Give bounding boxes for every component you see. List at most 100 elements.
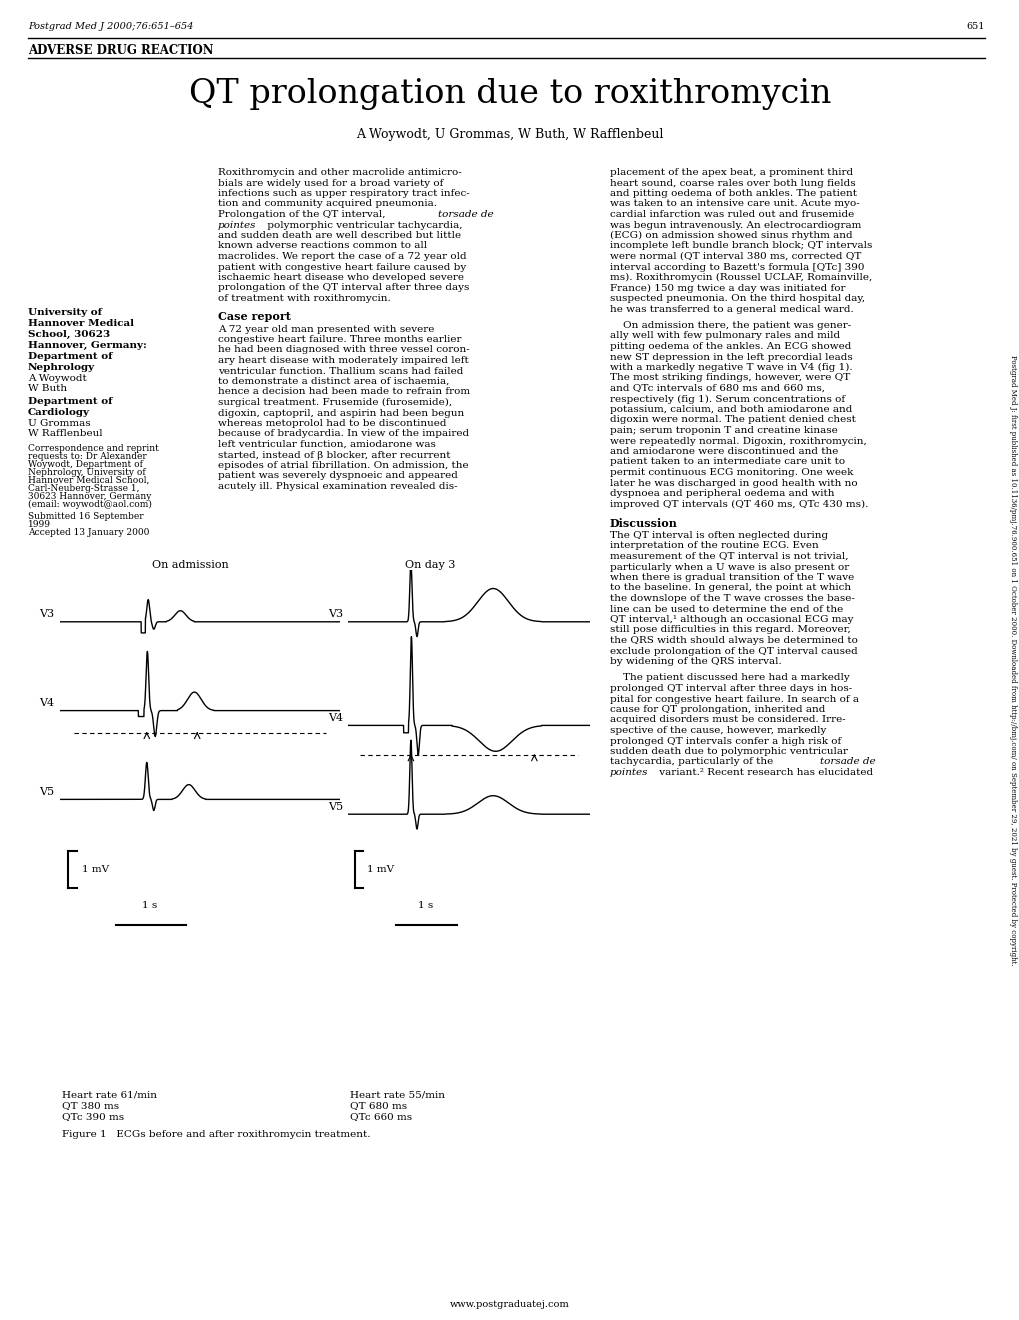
Text: bials are widely used for a broad variety of: bials are widely used for a broad variet… xyxy=(218,178,443,187)
Text: Hannover, Germany:: Hannover, Germany: xyxy=(28,341,147,350)
Text: sudden death due to polymorphic ventricular: sudden death due to polymorphic ventricu… xyxy=(609,747,847,756)
Text: surgical treatment. Frusemide (furosemide),: surgical treatment. Frusemide (furosemid… xyxy=(218,399,451,407)
Text: QT 680 ms: QT 680 ms xyxy=(350,1101,407,1110)
Text: University of: University of xyxy=(28,308,102,317)
Text: A Woywodt, U Grommas, W Buth, W Rafflenbeul: A Woywodt, U Grommas, W Buth, W Rafflenb… xyxy=(356,128,663,141)
Text: digoxin were normal. The patient denied chest: digoxin were normal. The patient denied … xyxy=(609,416,855,425)
Text: were normal (QT interval 380 ms, corrected QT: were normal (QT interval 380 ms, correct… xyxy=(609,252,860,261)
Text: heart sound, coarse rales over both lung fields: heart sound, coarse rales over both lung… xyxy=(609,178,855,187)
Text: the QRS width should always be determined to: the QRS width should always be determine… xyxy=(609,636,857,645)
Text: tion and community acquired pneumonia.: tion and community acquired pneumonia. xyxy=(218,199,436,209)
Text: line can be used to determine the end of the: line can be used to determine the end of… xyxy=(609,605,843,614)
Text: The QT interval is often neglected during: The QT interval is often neglected durin… xyxy=(609,531,827,540)
Text: On admission there, the patient was gener-: On admission there, the patient was gene… xyxy=(609,321,851,330)
Text: ADVERSE DRUG REACTION: ADVERSE DRUG REACTION xyxy=(28,44,213,57)
Text: Nephrology: Nephrology xyxy=(28,363,95,372)
Text: V3: V3 xyxy=(40,610,54,619)
Text: www.postgraduatej.com: www.postgraduatej.com xyxy=(449,1300,570,1309)
Text: V3: V3 xyxy=(328,610,342,619)
Text: interval according to Bazett's formula [QTc] 390: interval according to Bazett's formula [… xyxy=(609,263,864,272)
Text: Department of: Department of xyxy=(28,352,112,360)
Text: (email: woywodt@aol.com): (email: woywodt@aol.com) xyxy=(28,500,152,510)
Text: U Grommas: U Grommas xyxy=(28,418,91,428)
Text: W Rafflenbeul: W Rafflenbeul xyxy=(28,429,103,438)
Text: Woywodt, Department of: Woywodt, Department of xyxy=(28,459,143,469)
Text: episodes of atrial fibrillation. On admission, the: episodes of atrial fibrillation. On admi… xyxy=(218,461,468,470)
Text: QTc 660 ms: QTc 660 ms xyxy=(350,1111,412,1121)
Text: QT prolongation due to roxithromycin: QT prolongation due to roxithromycin xyxy=(189,78,830,110)
Text: V4: V4 xyxy=(40,698,54,709)
Text: he was transferred to a general medical ward.: he was transferred to a general medical … xyxy=(609,305,853,314)
Text: Postgrad Med J: first published as 10.1136/pmj.76.900.651 on 1 October 2000. Dow: Postgrad Med J: first published as 10.11… xyxy=(1008,355,1016,965)
Text: later he was discharged in good health with no: later he was discharged in good health w… xyxy=(609,479,857,487)
Text: On admission: On admission xyxy=(152,560,228,570)
Text: Heart rate 61/min: Heart rate 61/min xyxy=(62,1090,157,1100)
Text: congestive heart failure. Three months earlier: congestive heart failure. Three months e… xyxy=(218,335,461,345)
Text: 1 s: 1 s xyxy=(418,902,433,911)
Text: started, instead of β blocker, after recurrent: started, instead of β blocker, after rec… xyxy=(218,450,450,459)
Text: The patient discussed here had a markedly: The patient discussed here had a markedl… xyxy=(609,673,849,682)
Text: 1999: 1999 xyxy=(28,520,51,529)
Text: infections such as upper respiratory tract infec-: infections such as upper respiratory tra… xyxy=(218,189,470,198)
Text: digoxin, captopril, and aspirin had been begun: digoxin, captopril, and aspirin had been… xyxy=(218,408,464,417)
Text: by widening of the QRS interval.: by widening of the QRS interval. xyxy=(609,657,781,667)
Text: prolonged QT intervals confer a high risk of: prolonged QT intervals confer a high ris… xyxy=(609,737,841,746)
Text: patient taken to an intermediate care unit to: patient taken to an intermediate care un… xyxy=(609,458,845,466)
Text: QTc 390 ms: QTc 390 ms xyxy=(62,1111,124,1121)
Text: ary heart disease with moderately impaired left: ary heart disease with moderately impair… xyxy=(218,356,469,366)
Text: Roxithromycin and other macrolide antimicro-: Roxithromycin and other macrolide antimi… xyxy=(218,168,462,177)
Text: polymorphic ventricular tachycardia,: polymorphic ventricular tachycardia, xyxy=(264,220,462,230)
Text: with a markedly negative T wave in V4 (fig 1).: with a markedly negative T wave in V4 (f… xyxy=(609,363,852,372)
Text: spective of the cause, however, markedly: spective of the cause, however, markedly xyxy=(609,726,825,735)
Text: because of bradycardia. In view of the impaired: because of bradycardia. In view of the i… xyxy=(218,429,469,438)
Text: W Buth: W Buth xyxy=(28,384,67,393)
Text: Postgrad Med J 2000;76:651–654: Postgrad Med J 2000;76:651–654 xyxy=(28,22,194,30)
Text: was begun intravenously. An electrocardiogram: was begun intravenously. An electrocardi… xyxy=(609,220,860,230)
Text: cause for QT prolongation, inherited and: cause for QT prolongation, inherited and xyxy=(609,705,824,714)
Text: A Woywodt: A Woywodt xyxy=(28,374,87,383)
Text: and amiodarone were discontinued and the: and amiodarone were discontinued and the xyxy=(609,447,838,455)
Text: measurement of the QT interval is not trivial,: measurement of the QT interval is not tr… xyxy=(609,552,848,561)
Text: School, 30623: School, 30623 xyxy=(28,330,110,339)
Text: acutely ill. Physical examination revealed dis-: acutely ill. Physical examination reveal… xyxy=(218,482,458,491)
Text: acquired disorders must be considered. Irre-: acquired disorders must be considered. I… xyxy=(609,715,845,725)
Text: whereas metoprolol had to be discontinued: whereas metoprolol had to be discontinue… xyxy=(218,418,446,428)
Text: potassium, calcium, and both amiodarone and: potassium, calcium, and both amiodarone … xyxy=(609,405,852,414)
Text: known adverse reactions common to all: known adverse reactions common to all xyxy=(218,242,427,251)
Text: improved QT intervals (QT 460 ms, QTc 430 ms).: improved QT intervals (QT 460 ms, QTc 43… xyxy=(609,499,867,508)
Text: macrolides. We report the case of a 72 year old: macrolides. We report the case of a 72 y… xyxy=(218,252,466,261)
Text: torsade de: torsade de xyxy=(819,758,874,767)
Text: Prolongation of the QT interval,: Prolongation of the QT interval, xyxy=(218,210,388,219)
Text: to the baseline. In general, the point at which: to the baseline. In general, the point a… xyxy=(609,583,850,593)
Text: cardial infarction was ruled out and frusemide: cardial infarction was ruled out and fru… xyxy=(609,210,854,219)
Text: Nephrology, University of: Nephrology, University of xyxy=(28,469,146,477)
Text: to demonstrate a distinct area of ischaemia,: to demonstrate a distinct area of ischae… xyxy=(218,378,449,385)
Text: pitting oedema of the ankles. An ECG showed: pitting oedema of the ankles. An ECG sho… xyxy=(609,342,851,351)
Text: was taken to an intensive care unit. Acute myo-: was taken to an intensive care unit. Acu… xyxy=(609,199,859,209)
Text: V5: V5 xyxy=(40,787,54,797)
Text: Department of: Department of xyxy=(28,397,112,407)
Text: patient was severely dyspnoeic and appeared: patient was severely dyspnoeic and appea… xyxy=(218,471,458,480)
Text: exclude prolongation of the QT interval caused: exclude prolongation of the QT interval … xyxy=(609,647,857,656)
Text: tachycardia, particularly of the: tachycardia, particularly of the xyxy=(609,758,775,767)
Text: 651: 651 xyxy=(966,22,984,30)
Text: 1 s: 1 s xyxy=(142,902,157,911)
Text: Carl-Neuberg-Strasse 1,: Carl-Neuberg-Strasse 1, xyxy=(28,484,140,492)
Text: incomplete left bundle branch block; QT intervals: incomplete left bundle branch block; QT … xyxy=(609,242,871,251)
Text: permit continuous ECG monitoring. One week: permit continuous ECG monitoring. One we… xyxy=(609,469,853,477)
Text: hence a decision had been made to refrain from: hence a decision had been made to refrai… xyxy=(218,388,470,396)
Text: Figure 1   ECGs before and after roxithromycin treatment.: Figure 1 ECGs before and after roxithrom… xyxy=(62,1130,370,1139)
Text: Correspondence and reprint: Correspondence and reprint xyxy=(28,444,159,453)
Text: France) 150 mg twice a day was initiated for: France) 150 mg twice a day was initiated… xyxy=(609,284,845,293)
Text: still pose difficulties in this regard. Moreover,: still pose difficulties in this regard. … xyxy=(609,626,850,635)
Text: Hannover Medical School,: Hannover Medical School, xyxy=(28,477,149,484)
Text: particularly when a U wave is also present or: particularly when a U wave is also prese… xyxy=(609,562,849,572)
Text: requests to: Dr Alexander: requests to: Dr Alexander xyxy=(28,451,147,461)
Text: prolongation of the QT interval after three days: prolongation of the QT interval after th… xyxy=(218,284,469,293)
Text: left ventricular function, amiodarone was: left ventricular function, amiodarone wa… xyxy=(218,440,435,449)
Text: On day 3: On day 3 xyxy=(405,560,454,570)
Text: QT interval,¹ although an occasional ECG may: QT interval,¹ although an occasional ECG… xyxy=(609,615,853,624)
Text: V4: V4 xyxy=(328,713,342,723)
Text: (ECG) on admission showed sinus rhythm and: (ECG) on admission showed sinus rhythm a… xyxy=(609,231,852,240)
Text: he had been diagnosed with three vessel coron-: he had been diagnosed with three vessel … xyxy=(218,346,470,355)
